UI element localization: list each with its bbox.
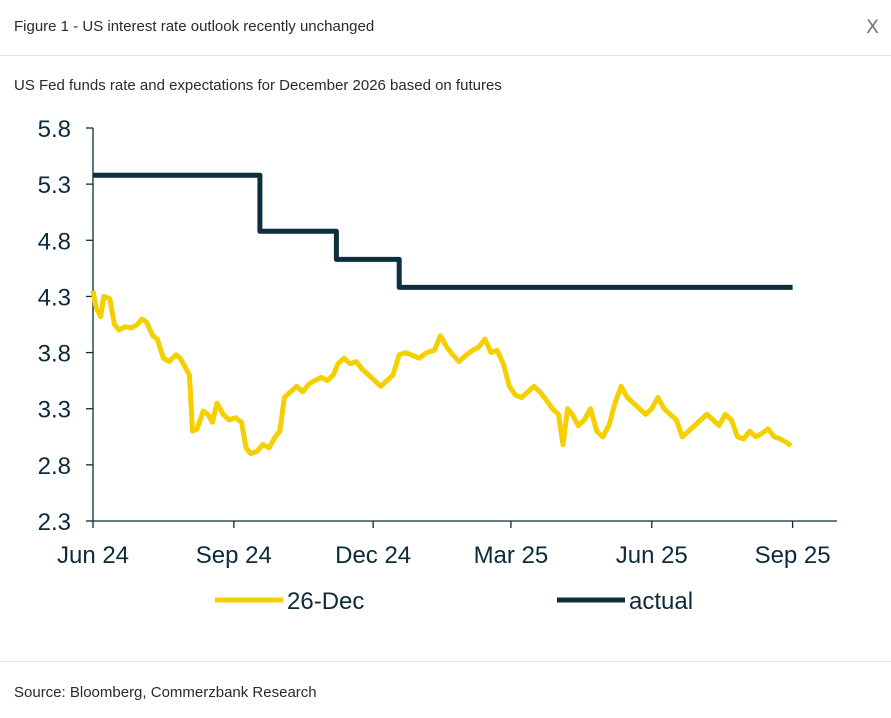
dialog-footer: Source: Bloomberg, Commerzbank Research — [0, 661, 891, 718]
dialog-header: Figure 1 - US interest rate outlook rece… — [0, 0, 891, 56]
figure-title: Figure 1 - US interest rate outlook rece… — [14, 18, 375, 35]
y-tick-label: 2.3 — [38, 509, 71, 536]
series-line-26-dec — [90, 290, 793, 457]
x-tick-label: Sep 25 — [755, 542, 831, 569]
legend-label: actual — [629, 588, 693, 615]
y-tick-label: 4.3 — [38, 284, 71, 311]
y-tick-label: 5.3 — [38, 172, 71, 199]
y-tick-label: 2.8 — [38, 453, 71, 480]
y-tick-label: 5.8 — [38, 116, 71, 143]
series-line-actual — [93, 172, 793, 290]
chart-subtitle: US Fed funds rate and expectations for D… — [14, 77, 502, 94]
y-tick-label: 4.8 — [38, 228, 71, 255]
x-tick-label: Dec 24 — [335, 542, 411, 569]
y-tick-label: 3.3 — [38, 397, 71, 424]
x-tick-label: Jun 25 — [616, 542, 688, 569]
source-note: Source: Bloomberg, Commerzbank Research — [14, 684, 317, 701]
x-tick-label: Sep 24 — [196, 542, 272, 569]
x-tick-label: Mar 25 — [474, 542, 549, 569]
line-chart: 5.8 5.3 4.8 4.3 3.8 3.3 2.8 2.3 Jun 24 Sep 24 Dec … — [38, 116, 837, 615]
legend-label: 26-Dec — [287, 588, 364, 615]
y-tick-label: 3.8 — [38, 341, 71, 368]
close-icon[interactable]: X — [865, 16, 879, 38]
x-tick-label: Jun 24 — [57, 542, 129, 569]
